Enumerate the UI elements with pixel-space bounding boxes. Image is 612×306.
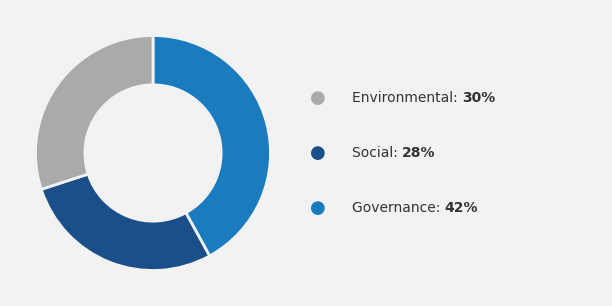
Text: Social:: Social: [352, 146, 402, 160]
Text: 42%: 42% [445, 201, 478, 215]
Wedge shape [41, 174, 209, 271]
Wedge shape [153, 35, 271, 256]
Wedge shape [35, 35, 153, 189]
Text: Environmental:: Environmental: [352, 91, 462, 105]
Text: ●: ● [310, 89, 326, 107]
Text: Governance:: Governance: [352, 201, 445, 215]
Text: 30%: 30% [462, 91, 495, 105]
Text: 28%: 28% [402, 146, 436, 160]
Text: ●: ● [310, 199, 326, 217]
Text: ●: ● [310, 144, 326, 162]
